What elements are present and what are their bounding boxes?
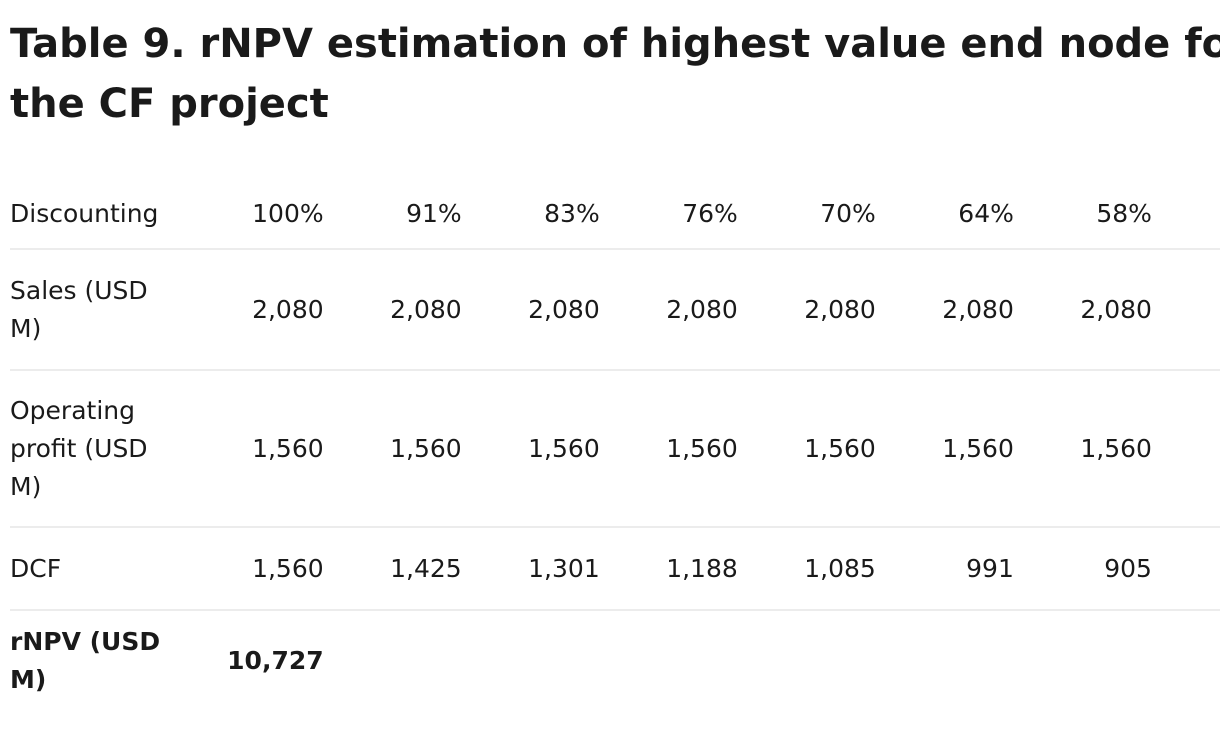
table-cell: 1,301 bbox=[528, 553, 600, 583]
table-cell: 1,560 bbox=[528, 433, 600, 463]
table-cell: 91% bbox=[406, 199, 462, 228]
table-row: Operating profit (USD M) 1,560 1,560 1,560 1… bbox=[10, 370, 1220, 527]
table-cell: 76% bbox=[682, 199, 738, 228]
table-cell bbox=[876, 610, 1014, 711]
table-row: Discounting 100% 91% 83% 76% 70% 64% 58% bbox=[10, 180, 1220, 249]
table-cell bbox=[324, 610, 462, 711]
table-cell: 1,560 bbox=[1080, 433, 1152, 463]
table-cell: 2,080 bbox=[390, 294, 462, 324]
table-cell: 2,080 bbox=[252, 294, 324, 324]
row-label: DCF bbox=[10, 553, 62, 583]
table-title: Table 9. rNPV estimation of highest valu… bbox=[10, 21, 1220, 127]
row-label: Discounting bbox=[10, 199, 159, 228]
table-cell: 2,080 bbox=[666, 294, 738, 324]
table-cell: 905 bbox=[1104, 553, 1152, 583]
table-cell bbox=[600, 610, 738, 711]
table-container: Discounting 100% 91% 83% 76% 70% 64% 58% Sales (… bbox=[10, 180, 1220, 711]
table-cell bbox=[1014, 610, 1152, 711]
table-cell: 1,560 bbox=[942, 433, 1014, 463]
table-cell: 2,080 bbox=[528, 294, 600, 324]
table-cell: 2,080 bbox=[1080, 294, 1152, 324]
table-cell: 1,560 bbox=[804, 433, 876, 463]
table-cell bbox=[462, 610, 600, 711]
table-cell: 2,080 bbox=[804, 294, 876, 324]
table-cell: 1,560 bbox=[252, 553, 324, 583]
table-cell bbox=[738, 610, 876, 711]
table-cell: 83% bbox=[544, 199, 600, 228]
table-cell: 1,425 bbox=[390, 553, 462, 583]
table-cell: 991 bbox=[966, 553, 1014, 583]
table-cell: 2,080 bbox=[942, 294, 1014, 324]
table-cell bbox=[1152, 180, 1220, 249]
row-label: Sales (USD M) bbox=[10, 275, 148, 343]
table-cell bbox=[1152, 610, 1220, 711]
table-cell: 1,560 bbox=[666, 433, 738, 463]
table-cell: 1,560 bbox=[252, 433, 324, 463]
table-cell: 2,080 bbox=[1152, 249, 1220, 370]
table-cell bbox=[1152, 527, 1220, 610]
table-row: DCF 1,560 1,425 1,301 1,188 1,085 991 905 bbox=[10, 527, 1220, 610]
table-cell: 100% bbox=[252, 199, 324, 228]
table-cell: 1,188 bbox=[666, 553, 738, 583]
row-label: Operating profit (USD M) bbox=[10, 395, 148, 501]
table-row: rNPV (USD M) 10,727 bbox=[10, 610, 1220, 711]
table-cell: 70% bbox=[820, 199, 876, 228]
table-cell: 10,727 bbox=[227, 646, 324, 675]
table-cell: 58% bbox=[1096, 199, 1152, 228]
rnpv-table: Discounting 100% 91% 83% 76% 70% 64% 58% Sales (… bbox=[10, 180, 1220, 711]
row-label: rNPV (USD M) bbox=[10, 627, 161, 694]
table-cell: 1,560 bbox=[390, 433, 462, 463]
table-cell: 1,085 bbox=[804, 553, 876, 583]
table-row: Sales (USD M) 2,080 2,080 2,080 2,080 2,080 2,… bbox=[10, 249, 1220, 370]
table-cell: 64% bbox=[958, 199, 1014, 228]
table-cell: 1,560 bbox=[1152, 370, 1220, 527]
